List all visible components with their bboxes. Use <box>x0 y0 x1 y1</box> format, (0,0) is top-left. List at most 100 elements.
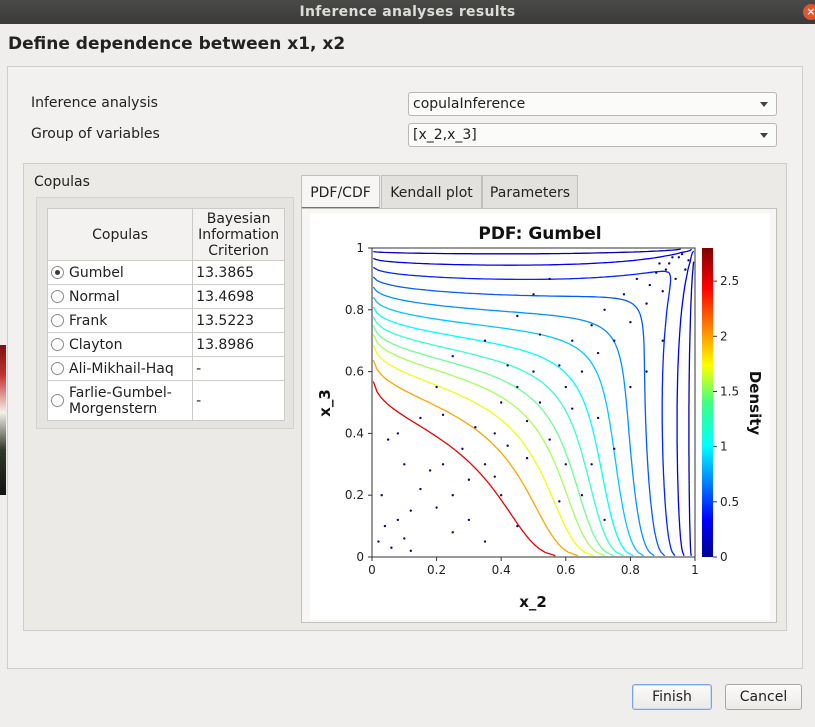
sample-point <box>516 314 519 318</box>
tab-kendall-plot[interactable]: Kendall plot <box>381 175 482 209</box>
y-tick-label: 0.2 <box>345 488 364 502</box>
table-row[interactable]: Gumbel 13.3865 <box>46 260 285 285</box>
table-row[interactable]: Normal 13.4698 <box>46 284 285 309</box>
sample-point <box>613 447 616 451</box>
y-tick-label: 0.6 <box>345 365 364 379</box>
copula-name: Farlie-Gumbel-Morgenstern <box>69 384 172 417</box>
copula-radio[interactable] <box>51 338 64 351</box>
sample-point <box>525 456 529 460</box>
cancel-button[interactable]: Cancel <box>725 684 802 710</box>
sample-point <box>564 385 567 389</box>
sample-point <box>467 478 471 481</box>
sample-point <box>645 302 648 305</box>
plot-frame <box>371 247 696 558</box>
copula-name: Ali-Mikhail-Haq <box>69 360 174 377</box>
sample-point <box>493 475 496 478</box>
contour-line <box>372 359 579 557</box>
copula-radio[interactable] <box>51 314 64 327</box>
copula-name: Frank <box>69 312 108 329</box>
group-of-variables-value: [x_2,x_3] <box>413 127 477 143</box>
y-axis-label: x_3 <box>316 389 334 417</box>
sample-point <box>687 259 690 262</box>
colorbar-tick-label: 2.5 <box>720 274 739 288</box>
x-axis-label: x_2 <box>519 593 547 611</box>
sample-point <box>629 385 632 389</box>
copula-radio[interactable] <box>51 266 64 279</box>
contour-line <box>373 248 695 557</box>
x-tick-label: 0.2 <box>427 563 446 577</box>
x-tick-label: 1 <box>691 563 699 577</box>
sample-point <box>441 463 445 466</box>
tab-parameters[interactable]: Parameters <box>482 175 578 209</box>
copula-radio[interactable] <box>51 362 64 375</box>
sample-point <box>684 268 687 271</box>
contour-line <box>372 344 594 557</box>
sample-point <box>396 518 400 522</box>
table-row[interactable]: Frank 13.5223 <box>46 308 285 333</box>
group-of-variables-combo[interactable]: [x_2,x_3] <box>408 123 777 147</box>
sample-point <box>483 463 487 466</box>
column-header-copulas[interactable]: Copulas <box>46 208 194 261</box>
plot-panel: PDF: Gumbel 0 0.2 0.4 0.6 0.8 1 0 0.2 0.4 0.6 0.8… <box>301 208 777 623</box>
copulas-table: Copulas Bayesian Information Criterion G… <box>46 208 285 421</box>
sample-point <box>596 351 600 355</box>
copula-bic: 13.4698 <box>192 284 285 309</box>
contour-line <box>372 306 634 557</box>
sample-point <box>613 339 616 342</box>
chart-title: PDF: Gumbel <box>478 224 601 244</box>
sample-point <box>383 524 387 528</box>
copula-name-cell[interactable]: Frank <box>46 308 194 333</box>
sample-point <box>571 339 574 342</box>
colorbar-label: Density <box>746 371 764 436</box>
table-row[interactable]: Farlie-Gumbel-Morgenstern - <box>46 380 285 421</box>
copula-radio[interactable] <box>51 290 64 303</box>
sample-point <box>603 518 606 522</box>
sample-point <box>558 364 561 367</box>
y-tick-label: 0.8 <box>345 303 364 317</box>
inference-analysis-combo[interactable]: copulaInference <box>408 92 777 116</box>
sample-point <box>622 293 626 296</box>
sample-point <box>635 277 639 281</box>
sample-point <box>435 385 438 389</box>
tab-pdf-cdf[interactable]: PDF/CDF <box>301 175 380 209</box>
colorbar-tick-label: 1.5 <box>720 384 739 398</box>
sample-point <box>428 469 432 472</box>
close-icon[interactable]: × <box>803 4 815 20</box>
copula-bic: 13.5223 <box>192 308 285 333</box>
copula-radio[interactable] <box>51 394 64 407</box>
copula-bic: - <box>192 356 285 381</box>
finish-button[interactable]: Finish <box>632 684 712 710</box>
sample-point <box>396 432 400 435</box>
table-row[interactable]: Ali-Mikhail-Haq - <box>46 356 285 381</box>
colorbar-tick-label: 2 <box>720 329 728 343</box>
sample-point <box>483 339 487 342</box>
copula-bic: 13.3865 <box>192 260 285 285</box>
sample-point <box>629 320 632 324</box>
sample-point <box>667 262 671 265</box>
sample-point <box>664 268 668 271</box>
copula-name-cell[interactable]: Clayton <box>46 332 194 357</box>
sample-point <box>580 370 584 373</box>
y-tick-label: 1 <box>356 241 364 255</box>
contour-line <box>372 325 615 557</box>
copula-name-cell[interactable]: Farlie-Gumbel-Morgenstern <box>46 380 194 421</box>
sample-point <box>493 432 496 435</box>
copula-name-cell[interactable]: Gumbel <box>46 260 194 285</box>
sample-point <box>538 401 542 404</box>
copula-name-cell[interactable]: Normal <box>46 284 194 309</box>
copula-name-cell[interactable]: Ali-Mikhail-Haq <box>46 356 194 381</box>
background-window-edge <box>0 345 6 495</box>
x-tick-label: 0 <box>368 563 376 577</box>
table-row[interactable]: Clayton 13.8986 <box>46 332 285 357</box>
sample-point <box>580 494 584 497</box>
chevron-down-icon <box>760 133 768 138</box>
y-tick-label: 0 <box>356 550 364 564</box>
sample-point <box>419 487 422 491</box>
copula-bic: 13.8986 <box>192 332 285 357</box>
copulas-group-title: Copulas <box>34 174 90 190</box>
sample-point <box>661 290 664 293</box>
chevron-down-icon <box>760 102 768 107</box>
contour-line <box>372 266 676 557</box>
sample-point <box>680 252 684 256</box>
column-header-bic[interactable]: Bayesian Information Criterion <box>192 208 285 261</box>
